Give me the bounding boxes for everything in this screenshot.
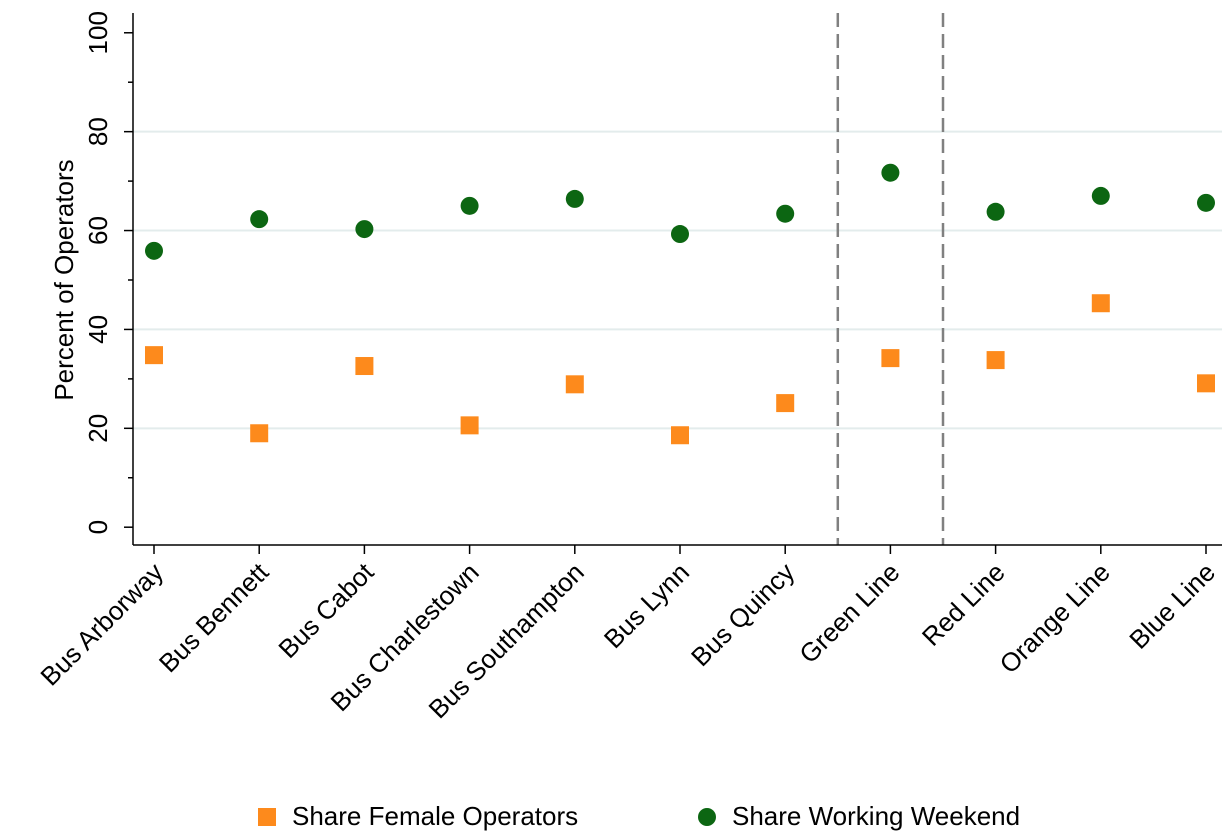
legend-label: Share Female Operators xyxy=(292,801,578,831)
point xyxy=(986,351,1005,370)
x-tick-label: Orange Line xyxy=(993,557,1115,679)
point xyxy=(1197,374,1215,393)
point xyxy=(355,357,374,376)
y-tick-label: 60 xyxy=(83,216,113,245)
y-axis-label: Percent of Operators xyxy=(49,159,79,400)
point xyxy=(986,202,1005,221)
legend-marker xyxy=(698,808,716,826)
point xyxy=(145,346,163,365)
point xyxy=(565,375,584,394)
point xyxy=(671,225,689,244)
point xyxy=(145,241,163,260)
point xyxy=(565,189,584,208)
x-tick-label: Blue Line xyxy=(1123,557,1221,655)
y-tick-label: 100 xyxy=(83,11,113,54)
x-tick-label: Red Line xyxy=(916,557,1011,652)
x-tick-label: Bus Cabot xyxy=(272,556,380,664)
x-tick-label: Bus Lynn xyxy=(598,557,695,654)
point xyxy=(671,426,689,445)
legend-label: Share Working Weekend xyxy=(732,801,1020,831)
x-tick-label: Bus Quincy xyxy=(685,557,800,672)
point xyxy=(250,424,269,443)
point xyxy=(881,163,900,182)
point xyxy=(881,349,900,368)
x-tick-label: Bus Arborway xyxy=(34,557,169,692)
point xyxy=(1091,186,1110,205)
point xyxy=(250,210,269,229)
point xyxy=(1091,294,1110,313)
point xyxy=(1197,193,1215,212)
x-tick-label: Bus Bennett xyxy=(153,556,275,678)
point xyxy=(776,394,795,413)
point xyxy=(460,196,479,215)
point xyxy=(355,220,374,239)
y-tick-label: 80 xyxy=(83,117,113,146)
point xyxy=(460,416,479,435)
point xyxy=(776,204,795,223)
y-tick-label: 0 xyxy=(83,520,113,534)
x-tick-label: Green Line xyxy=(793,557,905,669)
y-tick-label: 20 xyxy=(83,414,113,443)
y-tick-label: 40 xyxy=(83,315,113,344)
legend-marker xyxy=(258,808,276,826)
